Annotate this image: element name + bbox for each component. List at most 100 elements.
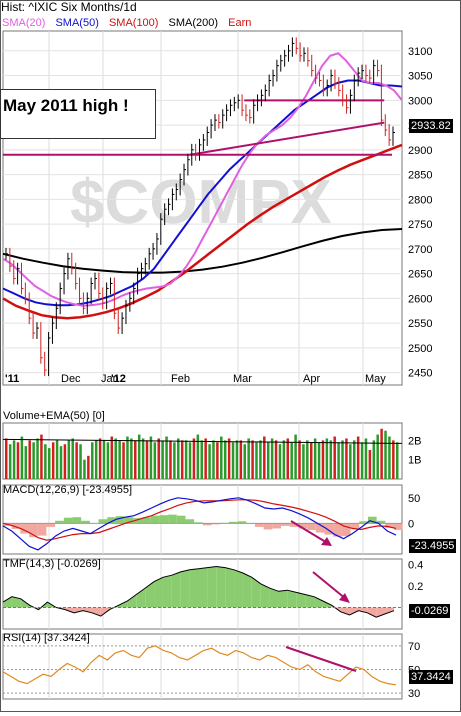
macd-histogram-bar <box>124 517 134 524</box>
macd-tick-label: 0 <box>408 518 414 530</box>
macd-histogram-bar <box>289 523 299 527</box>
x-tick-label: '11 <box>5 373 19 385</box>
legend-sma200: SMA(200) <box>168 17 219 29</box>
volume-bar <box>110 436 114 479</box>
macd-label: MACD(12,26,9) <box>3 484 80 496</box>
macd-histogram-bar <box>385 523 394 528</box>
volume-bar <box>309 442 313 479</box>
y-tick-label: 2500 <box>408 343 432 355</box>
x-tick-label: Jan <box>101 373 119 385</box>
volume-bar <box>192 438 196 479</box>
volume-bar <box>16 442 20 479</box>
macd-histogram-bar <box>298 523 308 529</box>
macd-histogram-bar <box>37 523 47 536</box>
tmf-area-segment <box>74 607 83 613</box>
volume-bar <box>282 440 286 479</box>
tmf-divergence-arrow <box>312 571 347 600</box>
y-tick-label: 2900 <box>408 145 432 157</box>
volume-bar <box>149 436 153 479</box>
volume-bar <box>356 436 360 479</box>
volume-tick-label: 1B <box>408 455 421 467</box>
x-tick-label: Dec <box>61 373 81 385</box>
volume-bar <box>20 436 24 479</box>
volume-bar <box>83 459 86 479</box>
volume-bar <box>266 442 270 479</box>
y-tick-label: 2650 <box>408 269 432 281</box>
legend-sma100: SMA(100) <box>108 17 159 29</box>
tmf-arrowhead <box>339 593 350 603</box>
volume-bar <box>220 436 223 479</box>
macd-line <box>2 497 397 551</box>
volume-bar <box>360 442 364 479</box>
tmf-area-segment <box>296 592 306 608</box>
volume-bar <box>255 442 258 479</box>
macd-histogram-bar <box>159 515 169 524</box>
volume-bar <box>286 438 290 479</box>
volume-bar <box>5 438 8 479</box>
volume-bar <box>216 442 219 479</box>
volume-bar <box>274 440 278 479</box>
tmf-panel-label: TMF(14,3) [-0.0269] <box>3 558 101 570</box>
volume-bar <box>75 442 78 479</box>
volume-bar <box>263 436 266 479</box>
volume-bar <box>114 438 117 479</box>
macd-histogram-bar <box>142 517 151 524</box>
macd-histogram-bar <box>150 515 160 524</box>
macd-tick-label: 50 <box>408 493 420 505</box>
macd-histogram-bar <box>11 523 21 529</box>
macd-panel-label: MACD(12,26,9) [-23.4955] <box>3 484 132 496</box>
volume-bar <box>24 446 28 479</box>
volume-bar <box>329 440 333 479</box>
rsi-panel-label: RSI(14) [37.3424] <box>3 632 90 644</box>
volume-bar <box>141 438 145 479</box>
volume-bar <box>341 440 344 479</box>
volume-bar <box>36 438 39 479</box>
legend-sma50: SMA(50) <box>55 17 99 29</box>
macd-histogram-bar <box>194 522 203 524</box>
volume-bar <box>196 434 200 479</box>
macd-histogram-bar <box>272 523 282 529</box>
tmf-line <box>2 565 395 618</box>
volume-bar <box>28 440 31 479</box>
tmf-area-segment <box>287 590 297 608</box>
volume-bar <box>173 442 176 479</box>
macd-histogram-bar <box>133 518 143 524</box>
macd-histogram-bar <box>333 523 342 537</box>
macd-histogram-bar <box>254 523 264 527</box>
sma50-line <box>2 79 403 307</box>
sma100-line <box>2 143 403 320</box>
legend: SMA(20) SMA(50) SMA(100) SMA(200) Earn <box>2 17 258 29</box>
tmf-area-segment <box>91 607 101 617</box>
volume-bar <box>40 434 43 479</box>
rsi-value: [37.3424] <box>43 632 90 644</box>
chart-title: Hist: ^IXIC Six Months/1d <box>1 0 137 14</box>
volume-bar <box>337 442 340 479</box>
volume-bar <box>306 440 309 479</box>
macd-histogram-bar <box>341 523 351 537</box>
macd-histogram-bar <box>115 516 125 524</box>
tmf-area-segment <box>216 566 226 608</box>
tmf-area-segment <box>162 575 172 608</box>
macd-arrowhead <box>321 537 332 546</box>
volume-bar <box>247 438 250 479</box>
tmf-area-segment <box>82 607 92 613</box>
trendline <box>189 121 385 156</box>
volume-bar <box>8 444 12 479</box>
macd-histogram-bar <box>98 519 108 524</box>
macd-histogram-bar <box>55 520 64 524</box>
macd-histogram-bar <box>324 523 334 535</box>
rsi-tick-label: 30 <box>408 688 420 700</box>
y-tick-label: 2450 <box>408 368 432 380</box>
volume-ema-line <box>2 438 403 444</box>
macd-histogram-bar <box>46 523 56 527</box>
rsi-divergence-line <box>285 646 357 672</box>
volume-bar <box>200 440 203 479</box>
tmf-area-segment <box>385 607 394 614</box>
macd-histogram-bar <box>176 515 186 524</box>
volume-bar <box>223 440 227 479</box>
volume-bar <box>32 442 35 479</box>
volume-bar <box>384 430 387 479</box>
tmf-area-segment <box>234 569 243 608</box>
volume-bar <box>130 438 133 479</box>
volume-bar <box>51 442 55 479</box>
